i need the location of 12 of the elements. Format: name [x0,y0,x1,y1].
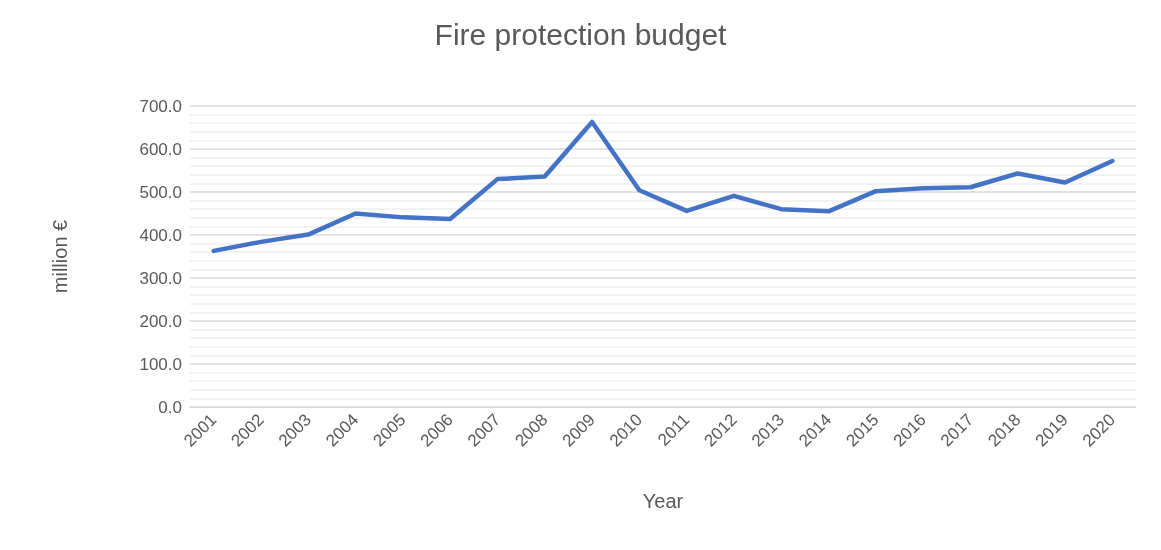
y-tick-label: 0.0 [158,397,182,417]
y-tick-label: 600.0 [139,139,182,159]
y-axis-title: million € [49,219,71,294]
chart-title: Fire protection budget [434,17,728,51]
line-series [211,119,1115,254]
y-tick-label: 300.0 [139,268,182,288]
y-tick-label: 200.0 [139,311,182,331]
y-tick-label: 100.0 [139,354,182,374]
x-axis-title: Year [642,490,684,512]
y-tick-label: 400.0 [139,225,182,245]
y-tick-label: 700.0 [139,96,182,116]
y-tick-label: 500.0 [139,182,182,202]
